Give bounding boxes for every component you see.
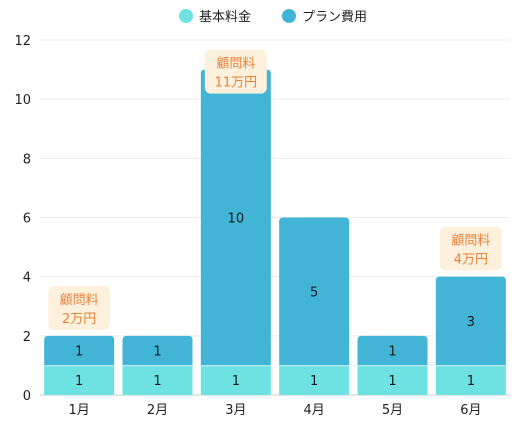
data-label: 1 [153,374,161,389]
annotation-text: 4万円 [454,253,488,268]
annotation-text: 11万円 [215,76,258,91]
annotation-box [439,226,502,271]
data-label: 1 [75,345,83,360]
legend-label: 基本料金 [199,9,251,25]
bar-segment [122,335,193,366]
data-label: 1 [75,374,83,389]
y-tick-label: 8 [23,152,31,167]
data-label: 1 [467,374,475,389]
bar-segment [435,276,506,366]
x-tick-label: 1月 [69,403,90,418]
y-tick-label: 12 [14,34,31,49]
x-tick-label: 2月 [147,403,168,418]
x-tick-label: 6月 [460,403,481,418]
data-label: 1 [388,374,396,389]
data-label: 10 [228,212,245,227]
bar-segment [200,69,271,366]
annotation-text: 顧問料 [451,234,490,249]
data-label: 1 [232,374,240,389]
data-label: 1 [388,345,396,360]
annotation-text: 顧問料 [216,57,255,72]
legend-swatch [179,9,193,23]
annotation-text: 顧問料 [60,293,99,308]
bar-segment [122,365,193,395]
data-label: 1 [153,345,161,360]
bar-segment [279,217,350,366]
x-tick-label: 4月 [304,403,325,418]
bar-segment [357,335,428,366]
data-label: 3 [467,315,475,330]
legend-label: プラン費用 [302,10,367,25]
legend-swatch [282,9,296,23]
data-label: 5 [310,285,318,300]
bar-segment [435,365,506,395]
annotation-box [48,285,111,330]
bar-segment [44,365,115,395]
bar-segment [200,365,271,395]
annotation-box [204,49,267,94]
y-tick-label: 2 [23,330,31,345]
y-tick-label: 0 [23,389,31,404]
bar-segment [279,365,350,395]
x-tick-label: 5月 [382,403,403,418]
annotation-text: 2万円 [62,312,96,327]
x-tick-label: 3月 [225,403,246,418]
y-tick-label: 4 [23,271,31,286]
bar-segment [357,365,428,395]
data-label: 1 [310,374,318,389]
bar-segment [44,335,115,366]
y-tick-label: 6 [23,212,31,227]
y-tick-label: 10 [14,93,31,108]
